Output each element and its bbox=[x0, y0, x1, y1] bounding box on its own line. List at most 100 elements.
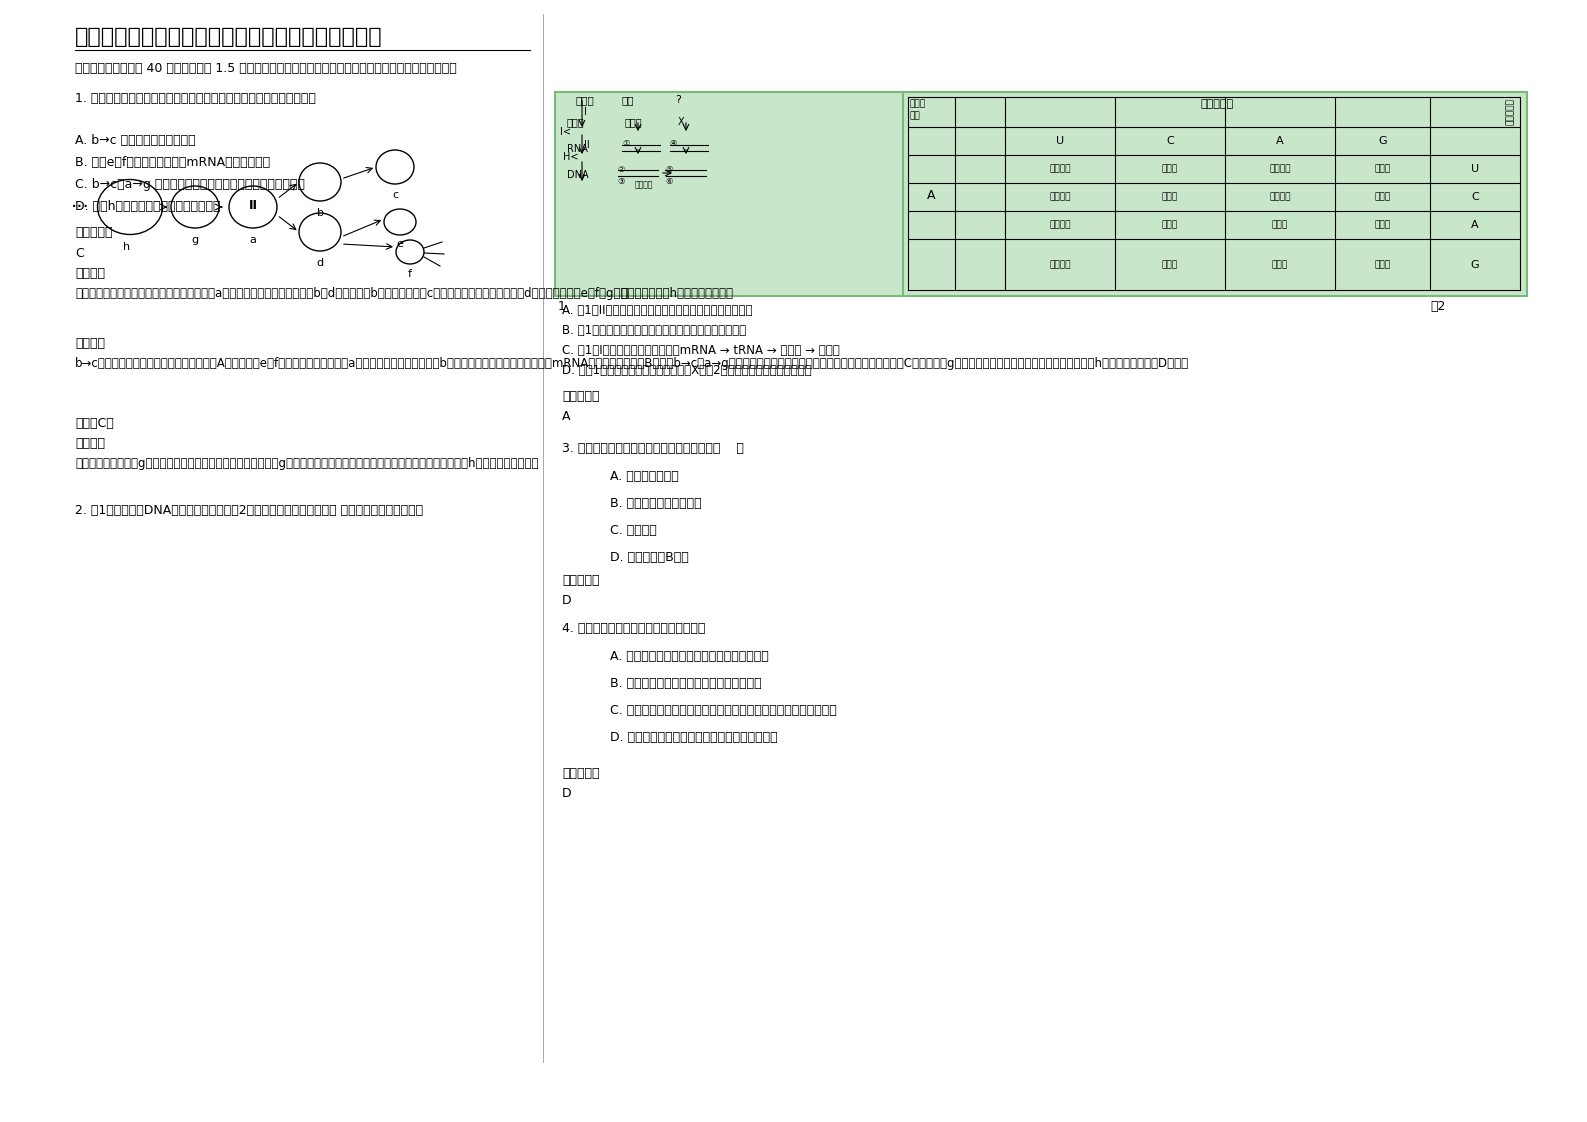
Text: 精氨酸: 精氨酸 bbox=[1374, 260, 1390, 269]
Text: I: I bbox=[584, 107, 587, 117]
Text: 1: 1 bbox=[559, 300, 567, 313]
Text: 苏氨酸: 苏氨酸 bbox=[1162, 165, 1178, 174]
Text: 苏氨酸: 苏氨酸 bbox=[1162, 221, 1178, 230]
Text: 丝氨酸: 丝氨酸 bbox=[1374, 193, 1390, 202]
Text: 精氨酸: 精氨酸 bbox=[1374, 221, 1390, 230]
Text: b→c过程为有丝分裂，不会发生交叉互换，A错误；细胞e、f都是由同一个细胞细胞a通过有丝分裂产生的子细胞b分化而来，所以遗传物质相同，但mRNA种类不完全相同，: b→c过程为有丝分裂，不会发生交叉互换，A错误；细胞e、f都是由同一个细胞细胞a… bbox=[75, 357, 1189, 370]
Text: B. 小麦的根尖分生区细胞: B. 小麦的根尖分生区细胞 bbox=[609, 497, 701, 511]
Ellipse shape bbox=[97, 180, 162, 234]
Text: 本题易错点是对细胞g的分析：根据细胞质的不均等分裂判断细胞g为初级卵母细胞，根据非同源染色体的组合情况分析，细胞h应为次级卵母细胞。: 本题易错点是对细胞g的分析：根据细胞质的不均等分裂判断细胞g为初级卵母细胞，根据… bbox=[75, 457, 538, 470]
Text: C. b→c、a→g 过程中发生的变异都可为生物进化提供原材料: C. b→c、a→g 过程中发生的变异都可为生物进化提供原材料 bbox=[75, 178, 305, 191]
Text: 蛋白质: 蛋白质 bbox=[574, 95, 594, 105]
Text: ⑤: ⑤ bbox=[665, 165, 673, 174]
Text: c: c bbox=[392, 190, 398, 200]
Text: C: C bbox=[1166, 136, 1174, 146]
Text: ?: ? bbox=[674, 95, 681, 105]
Text: ④: ④ bbox=[670, 139, 676, 148]
Text: 氨基酸: 氨基酸 bbox=[567, 117, 584, 127]
Text: D: D bbox=[562, 594, 571, 607]
Ellipse shape bbox=[376, 150, 414, 184]
Text: a: a bbox=[249, 234, 257, 245]
FancyBboxPatch shape bbox=[903, 92, 1527, 296]
Text: 2. 图1表示染色体DNA的基因表达过程，图2为部分氨基酸的密码子表。 下列说法或判断正确的是: 2. 图1表示染色体DNA的基因表达过程，图2为部分氨基酸的密码子表。 下列说法… bbox=[75, 504, 424, 517]
Text: C: C bbox=[1471, 192, 1479, 202]
Text: A. b→c 过程可能发生交叉互换: A. b→c 过程可能发生交叉互换 bbox=[75, 134, 195, 147]
Text: A. 人的成熟红细胞: A. 人的成熟红细胞 bbox=[609, 470, 679, 482]
Text: ③: ③ bbox=[617, 177, 625, 186]
Text: II: II bbox=[584, 140, 590, 150]
Text: 参考答案：: 参考答案： bbox=[562, 767, 600, 780]
Text: B. 蝌蚪尾巴消失过程中，没有发生细胞分化: B. 蝌蚪尾巴消失过程中，没有发生细胞分化 bbox=[609, 677, 762, 690]
Text: 异亮氨酸: 异亮氨酸 bbox=[1049, 221, 1071, 230]
Text: II: II bbox=[249, 199, 257, 212]
Ellipse shape bbox=[384, 209, 416, 234]
Text: U: U bbox=[1055, 136, 1063, 146]
Text: A: A bbox=[1471, 220, 1479, 230]
Text: 氨基酸: 氨基酸 bbox=[625, 117, 643, 127]
Text: A: A bbox=[562, 410, 570, 423]
Text: 字母: 字母 bbox=[909, 111, 920, 120]
Text: RNA: RNA bbox=[567, 144, 587, 154]
Text: 答案选C。: 答案选C。 bbox=[75, 417, 114, 430]
Text: A. 某细胞中存在血红蛋白说明其已经发生分化: A. 某细胞中存在血红蛋白说明其已经发生分化 bbox=[609, 650, 768, 663]
Text: 丝氨酸: 丝氨酸 bbox=[1374, 165, 1390, 174]
Text: 图: 图 bbox=[621, 287, 627, 300]
Text: 湖北省孝感市汉川第一中学高三生物联考试题含解析: 湖北省孝感市汉川第一中学高三生物联考试题含解析 bbox=[75, 27, 382, 47]
Text: B. 细胞e、f的遗传物质相同，mRNA的种类也相同: B. 细胞e、f的遗传物质相同，mRNA的种类也相同 bbox=[75, 156, 270, 169]
Text: 天冬酰胺: 天冬酰胺 bbox=[1270, 165, 1290, 174]
Text: 【分析】: 【分析】 bbox=[75, 267, 105, 280]
Text: C. 大肠杆菌: C. 大肠杆菌 bbox=[609, 524, 657, 537]
Text: 4. 下列有关细胞分化的叙述中，错误的是: 4. 下列有关细胞分化的叙述中，错误的是 bbox=[562, 622, 705, 635]
Text: D. 若图1的碱基改变为碱基对替换，则X是图2氨基酸中精氨酸的可能性最小: D. 若图1的碱基改变为碱基对替换，则X是图2氨基酸中精氨酸的可能性最小 bbox=[562, 364, 811, 377]
Text: B. 图1所示的碱基改变一定能引起编码蛋白质的结构改变: B. 图1所示的碱基改变一定能引起编码蛋白质的结构改变 bbox=[562, 324, 746, 337]
Text: 参考答案：: 参考答案： bbox=[562, 574, 600, 587]
Text: U: U bbox=[1471, 164, 1479, 174]
Ellipse shape bbox=[298, 213, 341, 251]
Text: d: d bbox=[316, 258, 324, 268]
Text: X: X bbox=[678, 117, 684, 127]
Text: 【点睛】: 【点睛】 bbox=[75, 436, 105, 450]
Text: h: h bbox=[124, 242, 130, 252]
Text: 异亮氨酸: 异亮氨酸 bbox=[1049, 165, 1071, 174]
Text: 3. 下列生物的细胞结构与酵母菌最相似的是（    ）: 3. 下列生物的细胞结构与酵母菌最相似的是（ ） bbox=[562, 442, 744, 456]
Text: D. 图中h细胞为次级卵母细胞或第一极体: D. 图中h细胞为次级卵母细胞或第一极体 bbox=[75, 200, 221, 213]
Text: 本题考查细胞的增殖、分化等相关知识，图中a细胞，通过有丝分裂产生细胞b、d，其中细胞b继续有丝分裂，c处处于有丝分裂后期的细胞，d细胞分化为细胞e、f，g为初级: 本题考查细胞的增殖、分化等相关知识，图中a细胞，通过有丝分裂产生细胞b、d，其中… bbox=[75, 287, 733, 300]
Text: 甲硫氨酸: 甲硫氨酸 bbox=[1049, 260, 1071, 269]
Text: 【详解】: 【详解】 bbox=[75, 337, 105, 350]
Ellipse shape bbox=[298, 163, 341, 201]
Text: 赖氨酸: 赖氨酸 bbox=[1271, 260, 1289, 269]
Text: 第二个字母: 第二个字母 bbox=[1201, 99, 1235, 109]
Text: ②: ② bbox=[617, 165, 625, 174]
Ellipse shape bbox=[229, 186, 278, 228]
Text: 苏氨酸: 苏氨酸 bbox=[1162, 193, 1178, 202]
Text: G: G bbox=[1471, 259, 1479, 269]
Text: C: C bbox=[75, 247, 84, 260]
Text: 苏氨酸: 苏氨酸 bbox=[1162, 260, 1178, 269]
Text: 碱基改变: 碱基改变 bbox=[635, 180, 654, 188]
Text: 参考答案：: 参考答案： bbox=[75, 226, 113, 239]
Text: G: G bbox=[1378, 136, 1387, 146]
Text: 正常: 正常 bbox=[622, 95, 635, 105]
Text: 1. 如图为某动物体内细胞部分生命历程示意图，下列相关叙述正确的是: 1. 如图为某动物体内细胞部分生命历程示意图，下列相关叙述正确的是 bbox=[75, 92, 316, 105]
Text: 参考答案：: 参考答案： bbox=[562, 390, 600, 403]
Text: D: D bbox=[562, 787, 571, 800]
Text: ⑥: ⑥ bbox=[665, 177, 673, 186]
Text: f: f bbox=[408, 269, 413, 279]
Text: g: g bbox=[192, 234, 198, 245]
Text: D. 老鼠的胰岛B细胞: D. 老鼠的胰岛B细胞 bbox=[609, 551, 689, 564]
Ellipse shape bbox=[171, 186, 219, 228]
Text: 图2: 图2 bbox=[1430, 300, 1446, 313]
FancyBboxPatch shape bbox=[555, 92, 905, 296]
Ellipse shape bbox=[397, 240, 424, 264]
Text: e: e bbox=[397, 239, 403, 249]
Text: A: A bbox=[1276, 136, 1284, 146]
Text: H<: H< bbox=[563, 151, 579, 162]
Text: DNA: DNA bbox=[567, 171, 589, 180]
Text: 第三个字母: 第三个字母 bbox=[1506, 99, 1516, 126]
Text: C. 图1中I过程遗传信息的流向是从mRNA → tRNA → 氨基酸 → 蛋白质: C. 图1中I过程遗传信息的流向是从mRNA → tRNA → 氨基酸 → 蛋白… bbox=[562, 344, 840, 357]
Text: I<: I< bbox=[560, 127, 571, 137]
Text: ①: ① bbox=[622, 139, 630, 148]
Text: 第一个: 第一个 bbox=[909, 99, 927, 108]
Text: ···: ··· bbox=[71, 197, 89, 217]
Text: 天冬酰胺: 天冬酰胺 bbox=[1270, 193, 1290, 202]
